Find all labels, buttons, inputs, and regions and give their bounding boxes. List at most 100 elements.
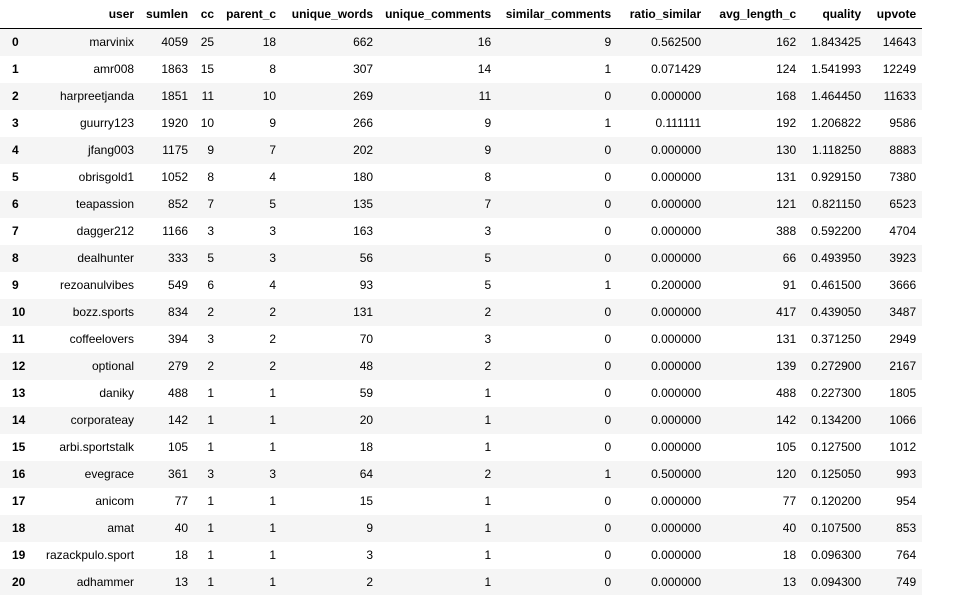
table-cell: 2 [484, 359, 492, 373]
row-index: 20 [12, 575, 26, 589]
table-cell: 0.094300 [811, 575, 862, 589]
row-index: 5 [12, 170, 19, 184]
table-body: 0 marvinix 4059 25 18 662 16 9 0.562500 162 1.8434… [0, 28, 923, 595]
table-cell: 0.000000 [651, 89, 702, 103]
table-cell: 64 [359, 467, 374, 481]
table-cell: 139 [776, 359, 797, 373]
table-row: 19 razackpulo.sport 18 1 1 3 1 0 0.000000 18 0.096… [0, 541, 923, 569]
table-cell: 3487 [889, 305, 917, 319]
table-cell: rezoanulvibes [60, 278, 135, 292]
table-cell: 9 [484, 143, 492, 157]
table-cell: 1 [484, 413, 492, 427]
table-cell: 13 [174, 575, 189, 589]
table-cell: 10 [262, 89, 277, 103]
table-cell: 18 [174, 548, 189, 562]
table-cell: 3 [484, 224, 492, 238]
table-cell: 5 [269, 197, 277, 211]
table-cell: 9 [484, 116, 492, 130]
table-cell: 162 [776, 35, 797, 50]
table-cell: 2 [484, 467, 492, 481]
table-row: 5 obrisgold1 1052 8 4 180 8 0 0.000000 131 0.92915… [0, 163, 923, 191]
table-cell: amr008 [93, 62, 135, 76]
table-cell: 1863 [161, 62, 189, 76]
row-index: 19 [12, 548, 26, 562]
table-cell: 0.461500 [811, 278, 862, 292]
table-cell: 7 [484, 197, 492, 211]
table-cell: 0.111111 [655, 116, 702, 130]
table-cell: 3 [269, 224, 277, 238]
table-row: 11 coffeelovers 394 3 2 70 3 0 0.000000 131 0.3712… [0, 325, 923, 353]
table-cell: 77 [782, 494, 797, 508]
table-cell: 77 [174, 494, 189, 508]
table-cell: 3 [207, 467, 215, 481]
table-cell: 5 [484, 278, 492, 292]
table-cell: 1 [484, 440, 492, 454]
row-index: 7 [12, 224, 19, 238]
table-cell: 1 [269, 413, 277, 427]
table-cell: 192 [776, 116, 797, 130]
table-cell: 0.371250 [811, 332, 862, 346]
table-cell: 20 [359, 413, 374, 427]
table-cell: 9 [604, 35, 612, 50]
table-cell: 7 [269, 143, 277, 157]
table-cell: 1 [269, 521, 277, 535]
table-cell: 361 [168, 467, 189, 481]
table-cell: 13 [782, 575, 797, 589]
table-cell: 0.125050 [811, 467, 862, 481]
index-column-header [0, 0, 40, 29]
row-index: 14 [12, 413, 26, 427]
table-cell: 0.562500 [651, 35, 702, 50]
table-cell: 0 [604, 440, 612, 454]
table-cell: 0.000000 [651, 575, 702, 589]
table-cell: 0 [604, 143, 612, 157]
table-cell: 0.000000 [651, 413, 702, 427]
table-cell: 0 [604, 332, 612, 346]
table-cell: 834 [168, 305, 189, 319]
table-cell: 1 [207, 386, 215, 400]
table-cell: 6523 [889, 197, 917, 211]
table-cell: 1012 [889, 440, 917, 454]
table-cell: 91 [782, 278, 797, 292]
column-header: quality [802, 0, 868, 29]
table-cell: daniky [99, 386, 135, 400]
table-cell: 0 [604, 494, 612, 508]
table-cell: dealhunter [77, 251, 135, 265]
table-cell: 0.592200 [811, 224, 862, 238]
table-cell: 0.000000 [651, 332, 702, 346]
table-cell: 3666 [889, 278, 917, 292]
table-cell: 852 [168, 197, 189, 211]
table-cell: 0.000000 [651, 359, 702, 373]
table-cell: 488 [776, 386, 797, 400]
table-cell: 15 [359, 494, 374, 508]
table-cell: 2 [269, 332, 277, 346]
table-cell: 70 [359, 332, 374, 346]
table-cell: 1.464450 [811, 89, 862, 103]
table-cell: 5 [484, 251, 492, 265]
table-cell: 279 [168, 359, 189, 373]
table-cell: 0.000000 [651, 197, 702, 211]
table-cell: 0 [604, 548, 612, 562]
table-cell: 0 [604, 170, 612, 184]
row-index: 18 [12, 521, 26, 535]
table-cell: 93 [359, 278, 374, 292]
table-cell: 1 [207, 548, 215, 562]
table-cell: dagger212 [76, 224, 135, 238]
row-index: 11 [12, 332, 25, 346]
table-cell: 1 [484, 575, 492, 589]
table-row: 2 harpreetjanda 1851 11 10 269 11 0 0.000000 168 1… [0, 82, 923, 110]
table-cell: 56 [359, 251, 374, 265]
table-cell: 1 [604, 467, 612, 481]
table-row: 20 adhammer 13 1 1 2 1 0 0.000000 13 0.094300 749 [0, 568, 923, 595]
table-cell: corporateay [70, 413, 135, 427]
table-cell: 0 [604, 224, 612, 238]
table-cell: 3 [207, 224, 215, 238]
table-cell: 1851 [161, 89, 189, 103]
table-cell: 121 [776, 197, 797, 211]
table-row: 7 dagger212 1166 3 3 163 3 0 0.000000 388 0.592200… [0, 217, 923, 245]
table-cell: 0.120200 [811, 494, 862, 508]
table-cell: 0.000000 [651, 386, 702, 400]
table-cell: 1920 [161, 116, 189, 130]
table-cell: obrisgold1 [78, 170, 135, 184]
table-cell: 1 [604, 116, 612, 130]
